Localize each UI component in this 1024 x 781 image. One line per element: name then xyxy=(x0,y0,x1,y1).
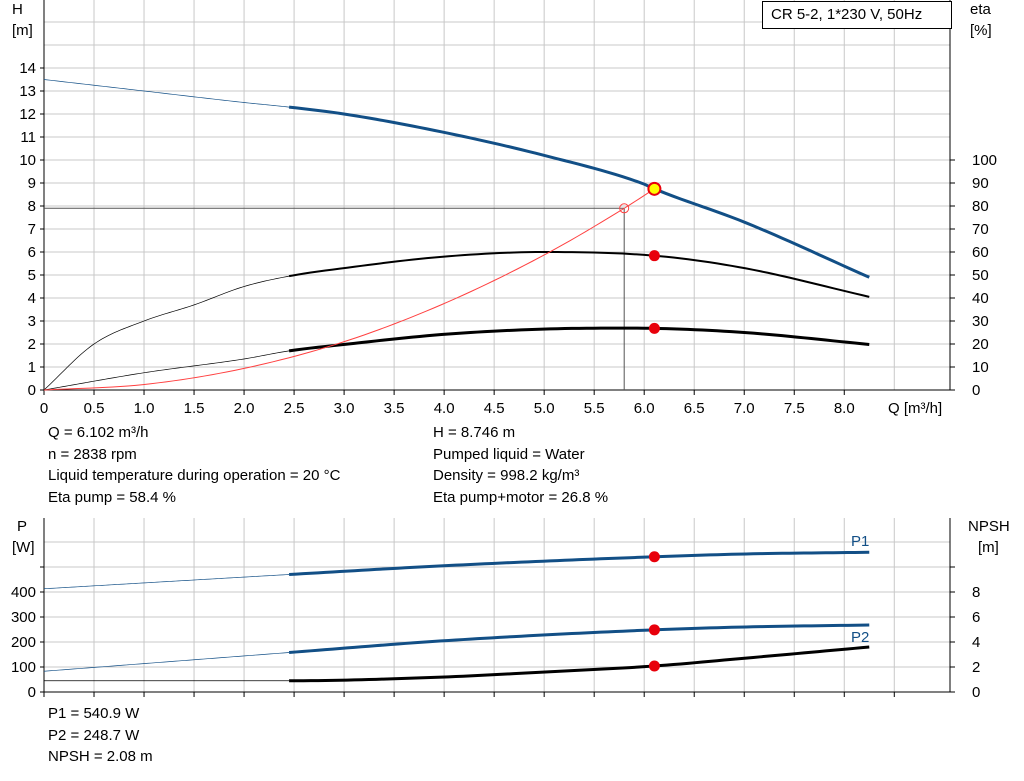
eta-pump-motor-curve xyxy=(288,326,870,353)
p2-curve xyxy=(288,623,870,654)
y-left-tick-label: 0 xyxy=(28,382,36,399)
y-right-tick-label: 50 xyxy=(972,267,989,284)
x-axis-name: Q [m³/h] xyxy=(888,400,942,417)
y-left-tick-label: 13 xyxy=(19,83,36,100)
y-right-tick-label: 6 xyxy=(972,609,980,626)
y-right-tick-label: 90 xyxy=(972,175,989,192)
head-value: H = 8.746 m xyxy=(433,424,516,441)
y-left-tick-label: 200 xyxy=(11,634,36,651)
y-left-tick-label: 9 xyxy=(28,175,36,192)
y-right-tick-label: 10 xyxy=(972,359,989,376)
operating-point-right: H = 8.746 m Pumped liquid = Water Densit… xyxy=(433,422,608,508)
p1-curve xyxy=(288,550,870,576)
eta-pump-value: Eta pump = 58.4 % xyxy=(48,488,176,506)
npsh-value: NPSH = 2.08 m xyxy=(48,748,153,765)
y-left-axis-name: H xyxy=(12,1,23,18)
x-tick-label: 4.5 xyxy=(484,400,505,417)
y-left-axis-unit: [W] xyxy=(12,539,35,556)
y-left-axis-unit: [m] xyxy=(12,22,33,39)
y-right-tick-label: 0 xyxy=(972,684,980,701)
y-left-tick-label: 8 xyxy=(28,198,36,215)
x-tick-label: 1.5 xyxy=(184,400,205,417)
y-left-tick-label: 0 xyxy=(28,684,36,701)
y-left-tick-label: 10 xyxy=(19,152,36,169)
y-right-tick-label: 80 xyxy=(972,198,989,215)
y-right-axis-unit: [m] xyxy=(978,539,999,556)
system-curve xyxy=(43,188,655,391)
x-tick-label: 2.5 xyxy=(284,400,305,417)
y-right-tick-label: 30 xyxy=(972,313,989,330)
y-left-tick-label: 6 xyxy=(28,244,36,261)
y-left-tick-label: 100 xyxy=(11,659,36,676)
p2-curve-extrapolated xyxy=(43,652,290,672)
eta-pump-curve xyxy=(288,250,870,298)
eta-pump-duty-point xyxy=(648,250,660,262)
y-right-axis-name: NPSH xyxy=(968,518,1010,535)
p2-value: P2 = 248.7 W xyxy=(48,726,140,744)
x-tick-label: 0 xyxy=(40,400,48,417)
y-right-axis-name: eta xyxy=(970,1,992,18)
flow-value: Q = 6.102 m³/h xyxy=(48,424,149,441)
x-tick-label: 7.0 xyxy=(734,400,755,417)
x-tick-label: 2.0 xyxy=(234,400,255,417)
y-left-tick-label: 5 xyxy=(28,267,36,284)
h-curve-extrapolated xyxy=(43,79,290,108)
y-right-tick-label: 2 xyxy=(972,659,980,676)
operating-point-left: Q = 6.102 m³/h n = 2838 rpm Liquid tempe… xyxy=(48,422,340,508)
x-tick-label: 5.0 xyxy=(534,400,555,417)
x-tick-label: 3.0 xyxy=(334,400,355,417)
x-tick-label: 6.0 xyxy=(634,400,655,417)
y-left-tick-label: 12 xyxy=(19,106,36,123)
p2-duty-point xyxy=(648,624,660,636)
y-right-tick-label: 40 xyxy=(972,290,989,307)
y-right-tick-label: 20 xyxy=(972,336,989,353)
y-right-tick-label: 60 xyxy=(972,244,989,261)
p1-duty-point xyxy=(648,551,660,563)
y-left-tick-label: 14 xyxy=(19,60,36,77)
x-tick-label: 7.5 xyxy=(784,400,805,417)
npsh-curve xyxy=(289,645,870,683)
eta-pump-motor-value: Eta pump+motor = 26.8 % xyxy=(433,488,609,506)
speed-value: n = 2838 rpm xyxy=(48,445,137,463)
y-left-tick-label: 4 xyxy=(28,290,36,307)
density-value: Density = 998.2 kg/m³ xyxy=(433,467,580,484)
y-left-tick-label: 7 xyxy=(28,221,36,238)
npsh-duty-point xyxy=(648,660,660,672)
eta-pump-curve-extrapolated xyxy=(43,275,290,391)
pump-model-label: CR 5-2, 1*230 V, 50Hz xyxy=(762,1,952,29)
y-left-tick-label: 2 xyxy=(28,336,36,353)
p2-series-label: P2 xyxy=(851,629,869,646)
x-tick-label: 6.5 xyxy=(684,400,705,417)
y-right-tick-label: 100 xyxy=(972,152,997,169)
y-left-tick-label: 400 xyxy=(11,584,36,601)
y-left-tick-label: 300 xyxy=(11,609,36,626)
p1-series-label: P1 xyxy=(851,533,869,550)
pumped-liquid-value: Pumped liquid = Water xyxy=(433,445,585,463)
h-curve xyxy=(288,105,870,279)
p1-value: P1 = 540.9 W xyxy=(48,705,140,722)
x-tick-label: 0.5 xyxy=(84,400,105,417)
y-right-tick-label: 8 xyxy=(972,584,980,601)
y-left-axis-name: P xyxy=(17,518,27,535)
eta-pump-motor-duty-point xyxy=(648,322,660,334)
y-left-tick-label: 3 xyxy=(28,313,36,330)
y-right-axis-unit: [%] xyxy=(970,22,992,39)
x-tick-label: 3.5 xyxy=(384,400,405,417)
x-tick-label: 8.0 xyxy=(834,400,855,417)
y-left-tick-label: 11 xyxy=(20,129,36,146)
head-duty-point xyxy=(647,181,662,196)
power-values: P1 = 540.9 W P2 = 248.7 W NPSH = 2.08 m xyxy=(48,703,153,768)
x-tick-label: 1.0 xyxy=(134,400,155,417)
y-right-tick-label: 70 xyxy=(972,221,989,238)
liquid-temperature-value: Liquid temperature during operation = 20… xyxy=(48,467,341,484)
y-right-tick-label: 4 xyxy=(972,634,980,651)
y-right-tick-label: 0 xyxy=(972,382,980,399)
p1-curve-extrapolated xyxy=(43,574,290,590)
x-tick-label: 5.5 xyxy=(584,400,605,417)
eta-pump-motor-curve-extrapolated xyxy=(43,350,290,391)
reference-point-marker xyxy=(619,203,630,214)
x-tick-label: 4.0 xyxy=(434,400,455,417)
y-left-tick-label: 1 xyxy=(28,359,36,376)
